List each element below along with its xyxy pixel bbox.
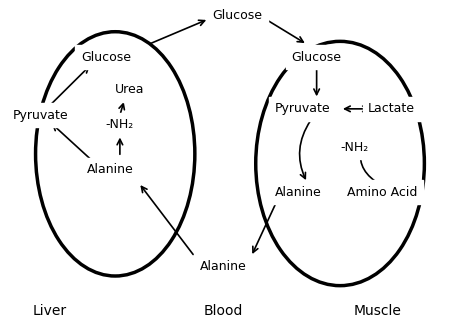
- Text: Alanine: Alanine: [274, 186, 321, 199]
- Text: Alanine: Alanine: [200, 260, 246, 273]
- Text: Glucose: Glucose: [212, 9, 262, 22]
- Text: Blood: Blood: [203, 304, 243, 318]
- Text: Glucose: Glucose: [81, 51, 131, 64]
- Text: -NH₂: -NH₂: [106, 118, 134, 131]
- Text: Liver: Liver: [33, 304, 67, 318]
- Text: Pyruvate: Pyruvate: [275, 102, 330, 115]
- Text: Alanine: Alanine: [87, 164, 134, 177]
- Text: Lactate: Lactate: [368, 102, 415, 115]
- Text: Amino Acid: Amino Acid: [347, 186, 418, 199]
- Text: Muscle: Muscle: [354, 304, 401, 318]
- Text: Urea: Urea: [115, 83, 144, 96]
- Text: -NH₂: -NH₂: [340, 141, 368, 154]
- Text: Pyruvate: Pyruvate: [12, 109, 68, 122]
- Text: Glucose: Glucose: [292, 51, 342, 64]
